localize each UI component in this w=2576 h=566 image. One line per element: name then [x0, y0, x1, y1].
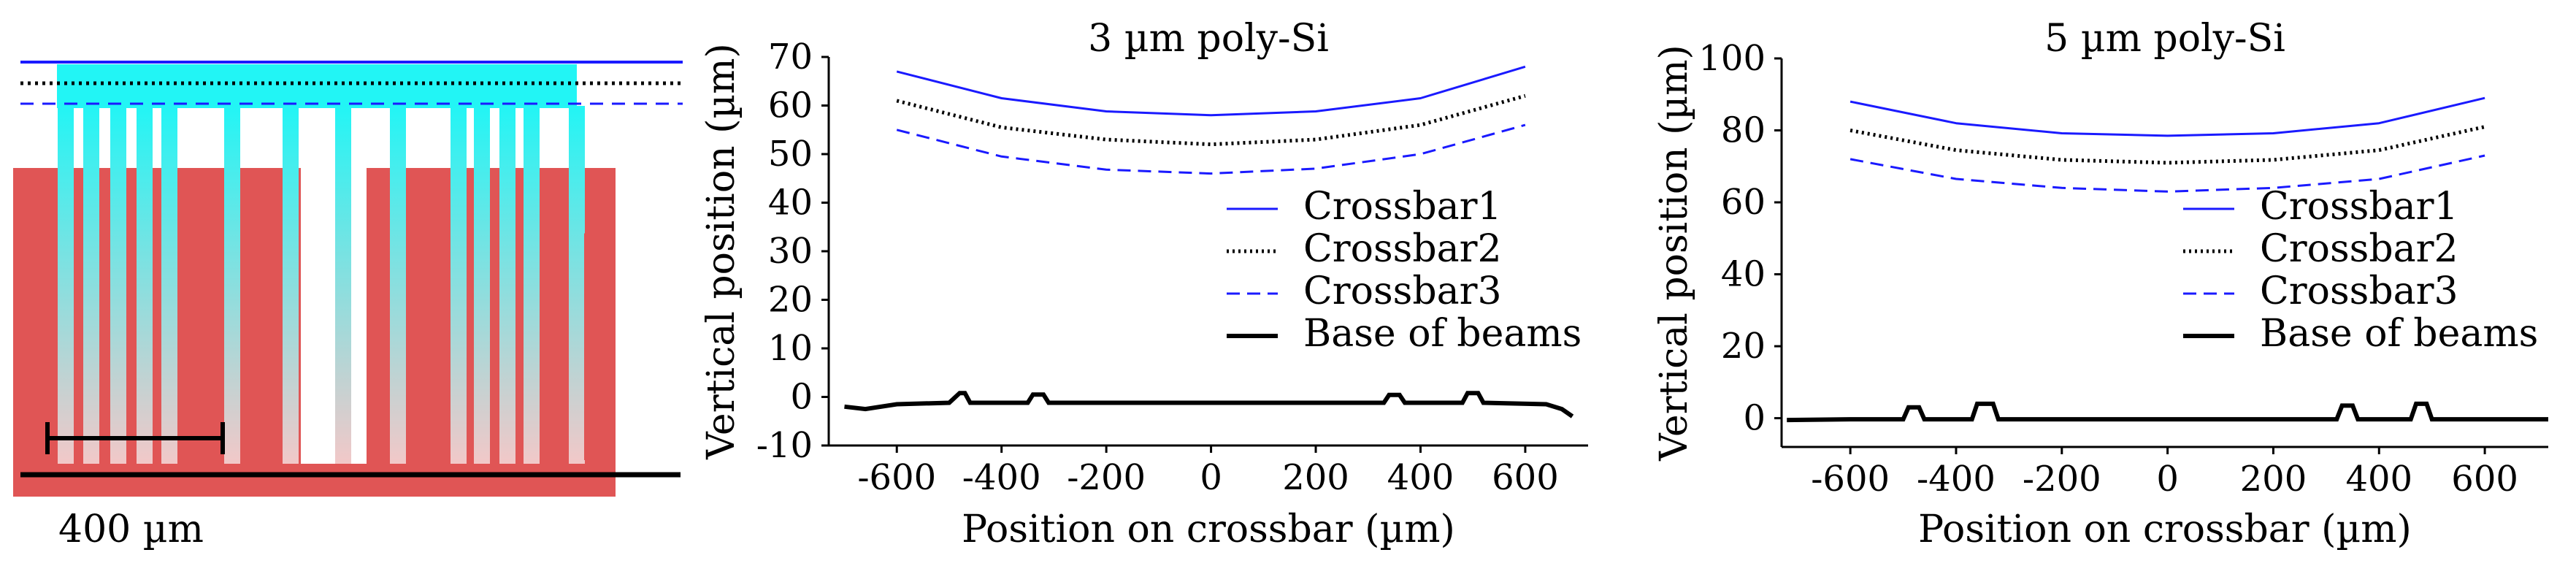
crossbar-frame [57, 64, 577, 108]
x-tick-label: -200 [1067, 457, 1146, 498]
beam [283, 106, 299, 464]
y-tick-label: 60 [1721, 182, 1766, 223]
y-tick-label: 70 [768, 37, 813, 77]
legend-label: Base of beams [1303, 312, 1582, 356]
legend-label: Crossbar3 [1303, 269, 1502, 313]
beam [110, 106, 126, 464]
beam [83, 106, 99, 464]
beam [390, 106, 406, 464]
y-tick-label: 60 [768, 85, 813, 126]
y-tick-label: 30 [768, 231, 813, 272]
y-tick-label: -10 [756, 425, 813, 466]
x-tick-label: 200 [1282, 457, 1349, 498]
chart1-ylabel: Vertical position (µm) [699, 43, 743, 460]
series-base-of-beams [1787, 401, 2548, 423]
legend-label: Crossbar1 [2260, 185, 2458, 229]
chart1-xlabel: Position on crossbar (µm) [962, 508, 1455, 551]
series-crossbar3 [1849, 154, 2485, 193]
y-tick-label: 40 [1721, 254, 1766, 295]
series-crossbar2 [1849, 125, 2485, 165]
legend-label: Crossbar1 [1303, 185, 1502, 229]
x-tick-label: -600 [1811, 459, 1890, 500]
beam [499, 106, 515, 464]
chart-5um-poly-si: 5 µm poly-Si Vertical position (µm) Posi… [1652, 17, 2548, 551]
chart-3um-poly-si: 3 µm poly-Si Vertical position (µm) Posi… [699, 17, 1588, 551]
x-tick-label: 0 [1200, 457, 1222, 498]
x-tick-label: 200 [2240, 459, 2307, 500]
y-tick-label: 20 [768, 280, 813, 321]
x-tick-label: 600 [2451, 459, 2518, 500]
y-tick-label: 20 [1721, 326, 1766, 367]
chart2-xlabel: Position on crossbar (µm) [1918, 508, 2412, 551]
chart2-title: 5 µm poly-Si [2044, 17, 2285, 61]
legend-label: Crossbar2 [1303, 227, 1502, 271]
series-crossbar1 [896, 65, 1526, 117]
y-tick-label: 50 [768, 134, 813, 175]
x-tick-label: -200 [2023, 459, 2101, 500]
legend-label: Crossbar3 [2260, 269, 2458, 313]
beam [474, 106, 490, 464]
x-tick-label: 0 [2156, 459, 2179, 500]
y-tick-label: 100 [1698, 38, 1766, 79]
beam [137, 106, 153, 464]
chart2-ylabel: Vertical position (µm) [1652, 45, 1696, 462]
chart1-title: 3 µm poly-Si [1088, 17, 1329, 61]
beam [224, 106, 240, 464]
y-tick-label: 80 [1721, 110, 1766, 151]
beam [161, 106, 177, 464]
device-right-edge [584, 201, 616, 460]
series-crossbar1 [1849, 96, 2485, 137]
device-gap [301, 95, 367, 464]
series-crossbar3 [896, 123, 1526, 175]
y-tick-label: 40 [768, 183, 813, 223]
x-tick-label: -400 [1917, 459, 1996, 500]
x-tick-label: 400 [2345, 459, 2412, 500]
legend-label: Base of beams [2260, 312, 2538, 356]
device-micrograph: 400 µm [13, 61, 683, 551]
y-tick-label: 0 [790, 377, 813, 418]
beam [524, 106, 540, 464]
y-tick-label: 0 [1743, 398, 1766, 439]
series-crossbar2 [896, 93, 1526, 147]
x-tick-label: 400 [1387, 457, 1454, 498]
beam [451, 106, 467, 464]
x-tick-label: 600 [1492, 457, 1559, 498]
scale-bar-label: 400 µm [58, 508, 204, 551]
x-tick-label: -400 [962, 457, 1041, 498]
beam [335, 106, 351, 464]
series-base-of-beams [844, 391, 1574, 418]
beam [569, 106, 585, 464]
legend-label: Crossbar2 [2260, 227, 2458, 271]
x-tick-label: -600 [857, 457, 936, 498]
beam [58, 106, 74, 464]
y-tick-label: 10 [768, 328, 813, 369]
